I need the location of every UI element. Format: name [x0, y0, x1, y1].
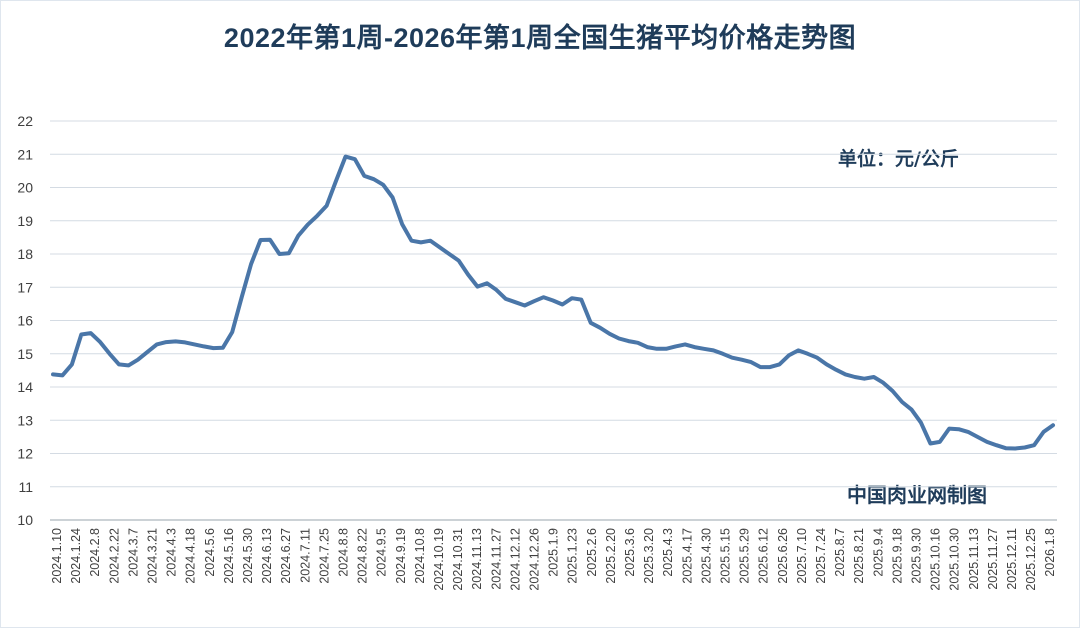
- x-tick-label: 2024.4.3: [165, 528, 179, 577]
- x-tick-label: 2024.3.7: [126, 528, 140, 577]
- x-tick-label: 2024.9.5: [375, 528, 389, 577]
- x-tick-label: 2024.9.19: [394, 528, 408, 584]
- x-tick-label: 2025.9.4: [871, 528, 885, 577]
- price-series: [51, 154, 1055, 451]
- x-tick-label: 2024.1.10: [50, 528, 64, 584]
- x-tick-label: 2025.11.27: [986, 528, 1000, 590]
- y-tick-label: 17: [17, 279, 33, 295]
- x-tick-label: 2025.12.11: [1005, 528, 1019, 590]
- x-axis: 2024.1.10 2024.1.24 2024.2.8 2024.2.22 2024.…: [50, 519, 1057, 591]
- x-tick-label: 2024.5.30: [241, 528, 255, 584]
- x-tick-label: 2024.11.27: [489, 528, 503, 590]
- x-tick-label: 2025.1.9: [547, 528, 561, 577]
- x-tick-label: 2025.9.30: [910, 528, 924, 584]
- x-tick-label: 2024.10.8: [413, 528, 427, 584]
- x-tick-label: 2024.7.25: [317, 528, 331, 584]
- x-tick-label: 2025.2.6: [585, 528, 599, 577]
- x-tick-label: 2025.6.26: [776, 528, 790, 584]
- y-tick-label: 12: [17, 446, 33, 462]
- x-tick-label: 2024.3.21: [146, 528, 160, 584]
- x-tick-label: 2024.12.26: [528, 528, 542, 591]
- x-tick-label: 2024.2.22: [107, 528, 121, 584]
- x-tick-label: 2025.10.16: [929, 528, 943, 591]
- y-tick-label: 19: [17, 213, 33, 229]
- x-tick-label: 2025.12.25: [1024, 528, 1038, 591]
- x-tick-label: 2024.12.12: [508, 528, 522, 591]
- y-tick-label: 22: [17, 113, 33, 129]
- x-tick-label: 2024.10.19: [432, 528, 446, 591]
- x-tick-label: 2025.1.23: [566, 528, 580, 584]
- unit-label: 单位：元/公斤: [838, 148, 959, 170]
- x-tick-label: 2025.4.3: [661, 528, 675, 577]
- x-tick-label: 2024.8.8: [337, 528, 351, 577]
- y-tick-label: 15: [17, 346, 33, 362]
- y-tick-label: 13: [17, 412, 33, 428]
- x-tick-label: 2024.2.8: [88, 528, 102, 577]
- x-tick-label: 2024.6.13: [260, 528, 274, 584]
- x-tick-label: 2025.7.10: [795, 528, 809, 584]
- x-tick-label: 2026.1.8: [1043, 528, 1057, 577]
- x-tick-label: 2024.5.16: [222, 528, 236, 584]
- x-tick-label: 2025.7.24: [814, 528, 828, 584]
- x-tick-label: 2025.5.15: [719, 528, 733, 584]
- y-tick-label: 18: [17, 246, 33, 262]
- x-tick-label: 2025.5.29: [738, 528, 752, 584]
- chart-title: 2022年第1周-2026年第1周全国生猪平均价格走势图: [223, 23, 857, 53]
- y-tick-label: 14: [17, 379, 33, 395]
- x-tick-label: 2025.4.17: [680, 528, 694, 584]
- price-line: [51, 154, 1055, 451]
- x-tick-label: 2024.8.22: [356, 528, 370, 584]
- y-tick-label: 21: [17, 146, 33, 162]
- x-tick-label: 2025.2.20: [604, 528, 618, 584]
- x-tick-label: 2025.3.6: [623, 528, 637, 577]
- x-tick-label: 2025.9.18: [890, 528, 904, 584]
- x-tick-label: 2024.10.31: [451, 528, 465, 591]
- x-tick-label: 2024.4.18: [184, 528, 198, 584]
- y-tick-label: 11: [18, 479, 33, 495]
- x-tick-label: 2025.11.13: [967, 528, 981, 590]
- y-tick-label: 16: [17, 313, 33, 329]
- x-tick-label: 2025.8.21: [852, 528, 866, 584]
- grid-lines: [50, 120, 1057, 521]
- x-tick-label: 2024.6.27: [279, 528, 293, 584]
- x-tick-label: 2025.6.12: [757, 528, 771, 584]
- x-tick-label: 2025.3.20: [642, 528, 656, 584]
- x-tick-label: 2024.1.24: [69, 528, 83, 584]
- x-tick-label: 2025.8.7: [833, 528, 847, 577]
- x-tick-label: 2025.4.30: [699, 528, 713, 584]
- x-tick-label: 2024.11.13: [470, 528, 484, 590]
- y-tick-label: 20: [17, 180, 33, 196]
- y-axis: 10 11 12 13 14 15 16 17 18 19 20 21 22: [17, 113, 33, 528]
- x-tick-label: 2024.5.6: [203, 528, 217, 577]
- x-tick-label: 2025.10.30: [948, 528, 962, 591]
- x-tick-label: 2024.7.11: [298, 528, 312, 583]
- y-tick-label: 10: [17, 512, 33, 528]
